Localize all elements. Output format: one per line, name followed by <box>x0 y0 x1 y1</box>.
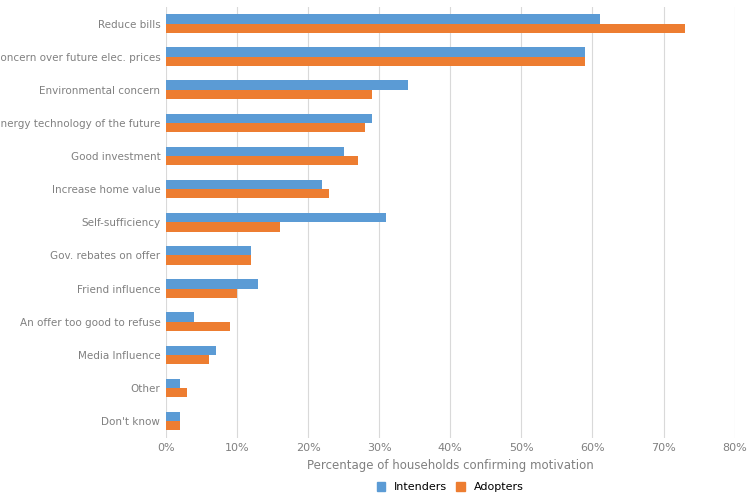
Bar <box>166 321 230 331</box>
Bar <box>166 246 251 256</box>
Legend: Intenders, Adopters: Intenders, Adopters <box>372 478 529 496</box>
Bar <box>166 123 365 132</box>
Bar <box>166 388 187 397</box>
Bar <box>166 421 180 431</box>
Bar <box>166 379 180 388</box>
Bar <box>166 312 195 321</box>
Bar <box>166 289 237 298</box>
Bar <box>166 24 685 33</box>
Bar <box>166 57 585 66</box>
Bar <box>166 114 372 123</box>
Bar <box>166 80 408 90</box>
Bar <box>166 346 216 355</box>
Bar <box>166 189 329 198</box>
Bar <box>166 47 585 57</box>
Bar <box>166 180 322 189</box>
Bar <box>166 213 386 222</box>
Bar <box>166 279 259 289</box>
Bar <box>166 222 280 231</box>
Bar <box>166 90 372 99</box>
Bar <box>166 256 251 265</box>
X-axis label: Percentage of households confirming motivation: Percentage of households confirming moti… <box>307 459 593 472</box>
Bar <box>166 412 180 421</box>
Bar <box>166 14 599 24</box>
Bar <box>166 147 344 156</box>
Bar <box>166 156 358 165</box>
Bar <box>166 355 209 364</box>
